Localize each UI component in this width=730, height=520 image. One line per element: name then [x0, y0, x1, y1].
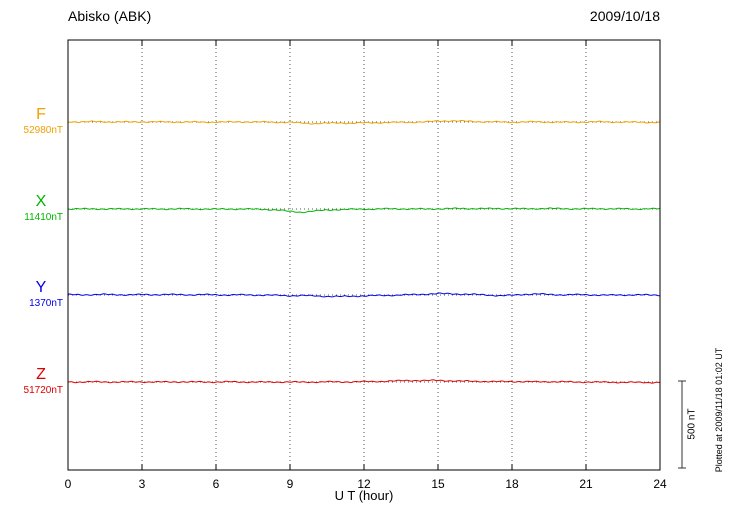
trace-Y: [67, 292, 660, 298]
date-label: 2009/10/18: [589, 8, 660, 24]
x-tick-label-24: 24: [653, 477, 667, 491]
x-tick-label-21: 21: [579, 477, 593, 491]
series-letter-F: F: [36, 106, 46, 123]
x-tick-label-15: 15: [431, 477, 445, 491]
x-tick-label-3: 3: [138, 477, 146, 491]
trace-F: [67, 120, 661, 125]
series-letter-X: X: [35, 193, 47, 210]
x-tick-label-0: 0: [64, 477, 72, 491]
series-letter-Y: Y: [35, 279, 47, 296]
x-axis-label: U T (hour): [334, 488, 394, 503]
trace-X: [67, 207, 661, 214]
x-tick-label-12: 12: [357, 477, 371, 491]
series-baseline-value-Z: 51720nT: [23, 385, 63, 396]
page-title: Abisko (ABK): [68, 8, 152, 24]
series-baseline-value-Y: 1370nT: [29, 298, 63, 309]
series-baseline-value-F: 52980nT: [23, 125, 63, 136]
series-baseline-value-X: 11410nT: [24, 212, 63, 223]
plot-border: [67, 39, 661, 471]
trace-Z: [67, 379, 661, 384]
scale-bar-label: 500 nT: [686, 408, 698, 440]
x-tick-label-6: 6: [212, 477, 220, 491]
x-tick-label-9: 9: [286, 477, 294, 491]
series-letter-Z: Z: [36, 366, 46, 383]
x-tick-label-18: 18: [505, 477, 519, 491]
plotted-note: Plotted at 2009/11/18 01:02 UT: [714, 347, 724, 473]
